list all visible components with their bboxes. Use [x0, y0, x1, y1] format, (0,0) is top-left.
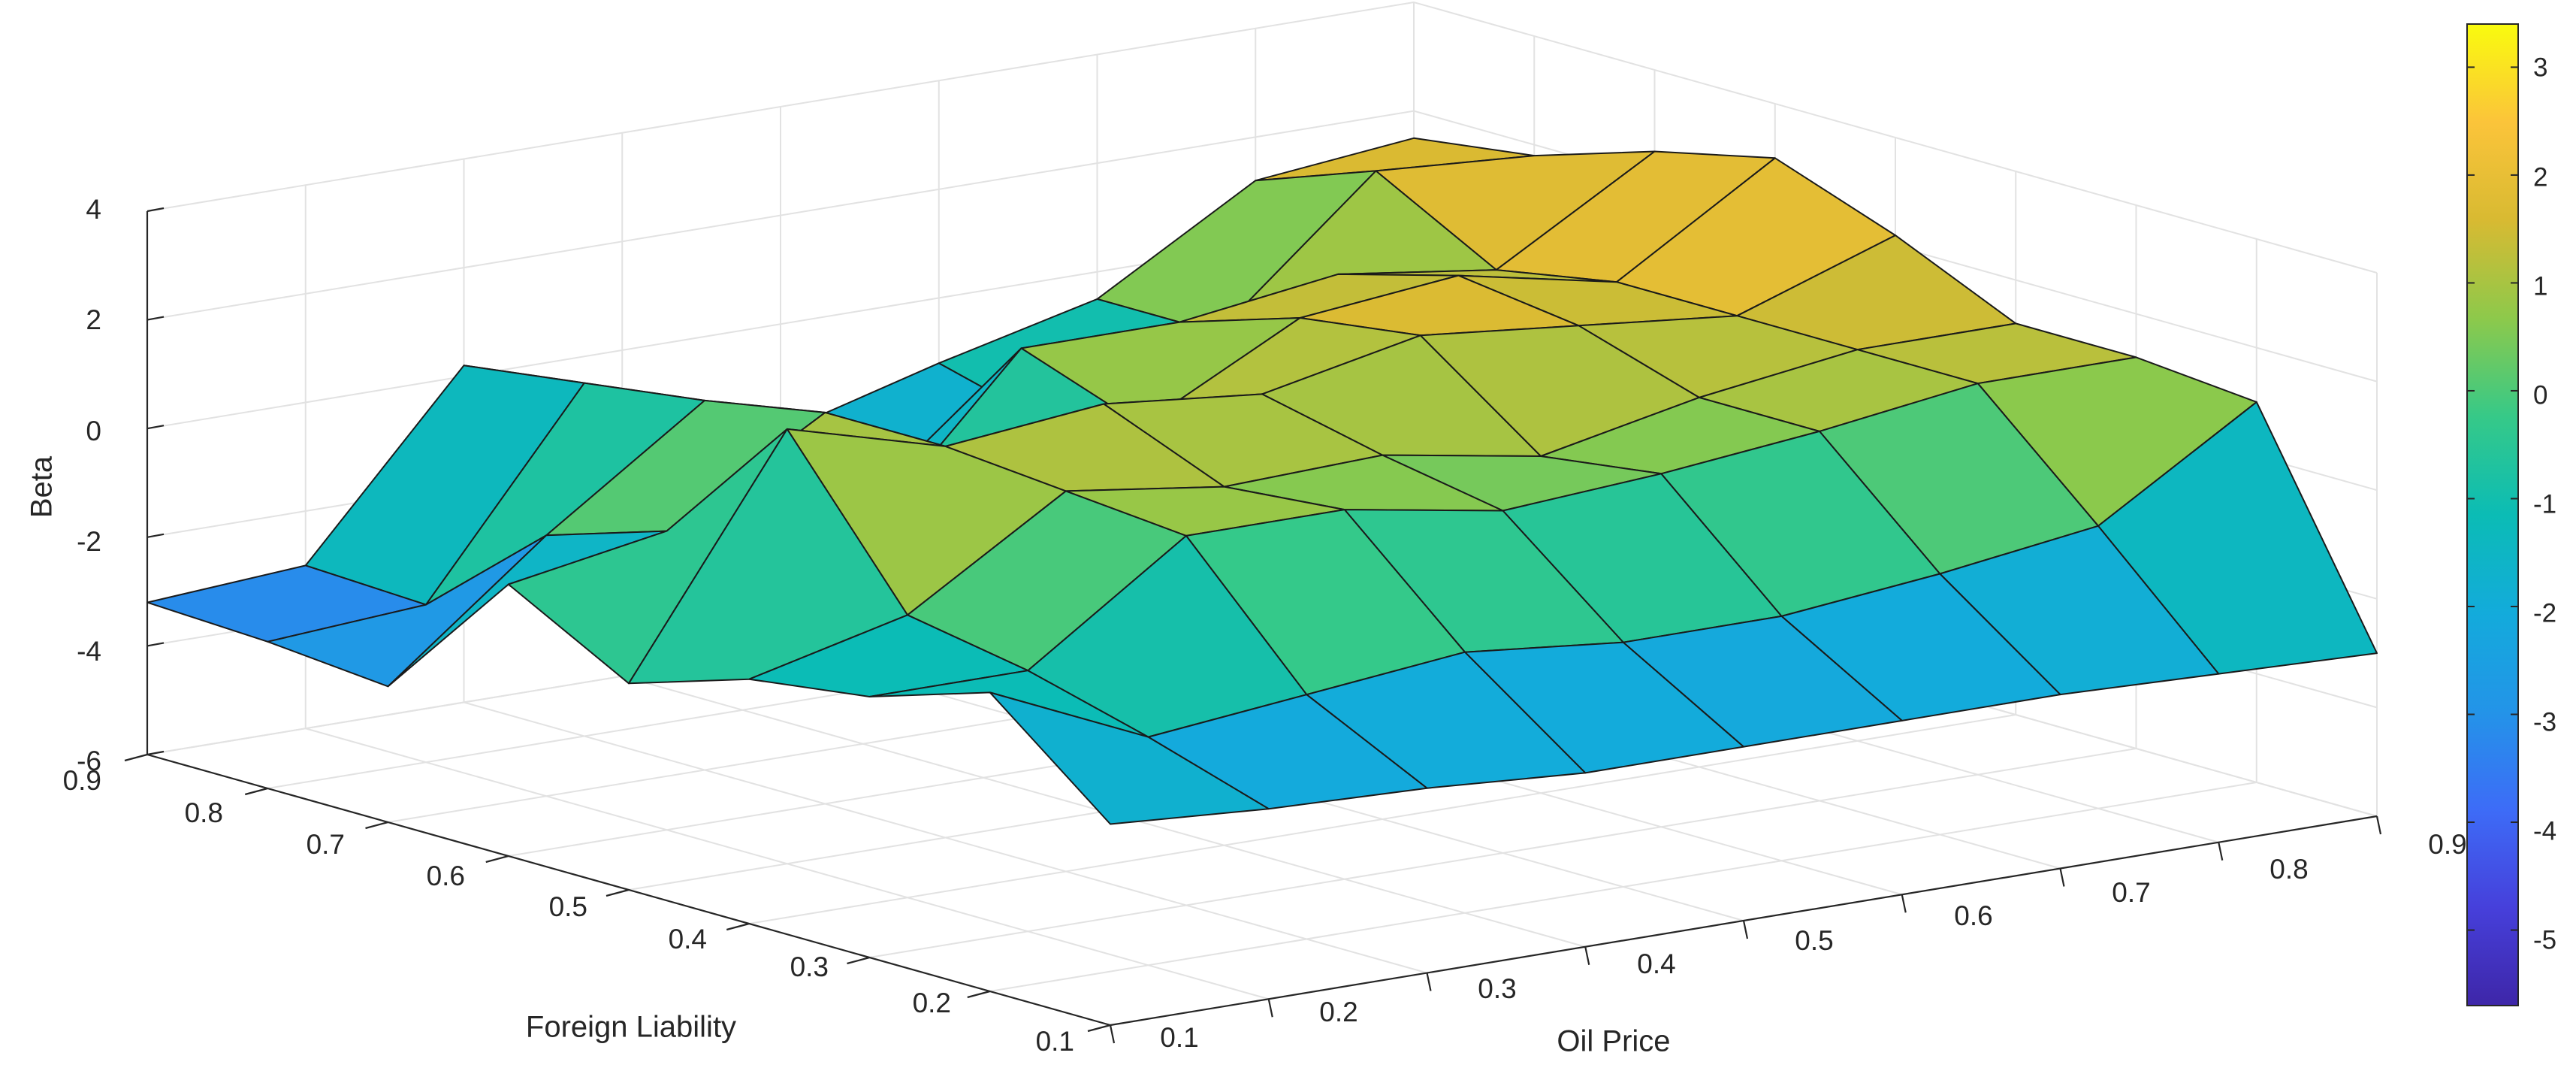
floor-gridline — [989, 782, 2257, 992]
floor-gridline — [749, 714, 2016, 924]
z-tick-label: -4 — [77, 636, 101, 667]
x-tick-mark — [1901, 894, 1907, 913]
x-tick-label: 0.7 — [2112, 877, 2150, 908]
wall-gridline — [146, 1, 2378, 274]
z-tick-label: 2 — [86, 304, 101, 335]
y-tick-label: 0.8 — [185, 797, 223, 828]
x-tick-mark — [1584, 946, 1590, 965]
y-tick-mark — [847, 956, 870, 965]
colorbar-tick-label: -3 — [2533, 707, 2556, 737]
y-tick-mark — [124, 753, 148, 762]
y-tick-mark — [605, 888, 630, 897]
colorbar-tick-label: -5 — [2533, 925, 2556, 954]
x-tick-mark — [2375, 815, 2382, 835]
x-tick-label: 0.3 — [1478, 973, 1516, 1004]
z-tick-mark — [146, 316, 165, 321]
axes-lines — [124, 207, 2382, 1044]
x-tick-mark — [1267, 999, 1273, 1018]
x-tick-label: 0.9 — [2428, 829, 2466, 860]
y-tick-label: 0.9 — [63, 765, 101, 796]
colorbar-tick-label: 2 — [2533, 162, 2547, 192]
z-axis-ticks: -6 -4 -2 0 2 4 — [77, 194, 101, 776]
colorbar-tick-label: 0 — [2533, 380, 2547, 410]
x-tick-mark — [2059, 868, 2065, 887]
colorbar-tick-label: -1 — [2533, 489, 2556, 519]
x-tick-mark — [1426, 973, 1432, 991]
z-tick-mark — [146, 750, 165, 756]
x-tick-mark — [1109, 1024, 1116, 1044]
z-axis-label: Beta — [26, 455, 59, 518]
colorbar-tick-label: -4 — [2533, 816, 2556, 846]
z-tick-mark — [146, 425, 165, 430]
y-tick-mark — [244, 787, 268, 796]
colorbar: 3 2 1 0 -1 -2 -3 -4 -5 — [2466, 23, 2556, 1006]
colorbar-gradient — [2466, 23, 2519, 1006]
x-tick-label: 0.4 — [1637, 948, 1675, 979]
y-tick-mark — [726, 922, 750, 931]
x-tick-mark — [2218, 842, 2224, 861]
z-tick-label: 4 — [86, 194, 101, 225]
z-tick-label: -2 — [77, 526, 101, 557]
y-tick-label: 0.3 — [790, 951, 829, 982]
y-axis-label: Foreign Liability — [526, 1011, 736, 1044]
surface-face — [989, 691, 1270, 825]
colorbar-tick-marks — [2467, 66, 2518, 931]
x-axis-label: Oil Price — [1557, 1025, 1670, 1058]
z-tick-label: 0 — [86, 416, 101, 446]
x-tick-label: 0.2 — [1319, 997, 1357, 1027]
x-tick-mark — [1742, 920, 1749, 939]
x-tick-label: 0.1 — [1160, 1022, 1198, 1053]
y-tick-label: 0.2 — [913, 988, 951, 1018]
x-tick-label: 0.8 — [2269, 854, 2308, 885]
colorbar-tick-label: 1 — [2533, 271, 2547, 301]
z-tick-mark — [146, 207, 165, 213]
wall-gridline — [146, 110, 2378, 383]
y-tick-mark — [967, 990, 991, 999]
x-tick-label: 0.6 — [1954, 900, 1992, 931]
y-tick-label: 0.5 — [549, 891, 587, 922]
z-tick-label: -6 — [77, 746, 101, 776]
y-tick-label: 0.4 — [669, 924, 707, 954]
z-tick-mark — [146, 642, 165, 647]
z-tick-mark — [146, 533, 165, 538]
x-axis-ticks: 0.1 0.2 0.3 0.4 0.5 0.6 0.7 0.8 0.9 — [1160, 829, 2466, 1053]
surface-mesh — [146, 137, 2378, 825]
colorbar-tick-label: 3 — [2533, 53, 2547, 82]
floor-gridline — [869, 748, 2137, 958]
y-tick-mark — [365, 821, 388, 830]
y-tick-label: 0.6 — [427, 861, 465, 891]
y-tick-mark — [485, 855, 509, 864]
x-tick-label: 0.5 — [1795, 925, 1833, 956]
y-tick-mark — [1087, 1024, 1111, 1033]
colorbar-tick-label: -2 — [2533, 598, 2556, 628]
y-tick-label: 0.1 — [1036, 1026, 1074, 1057]
y-axis-ticks: 0.1 0.2 0.3 0.4 0.5 0.6 0.7 0.8 0.9 — [63, 765, 1074, 1057]
y-tick-label: 0.7 — [307, 829, 345, 860]
